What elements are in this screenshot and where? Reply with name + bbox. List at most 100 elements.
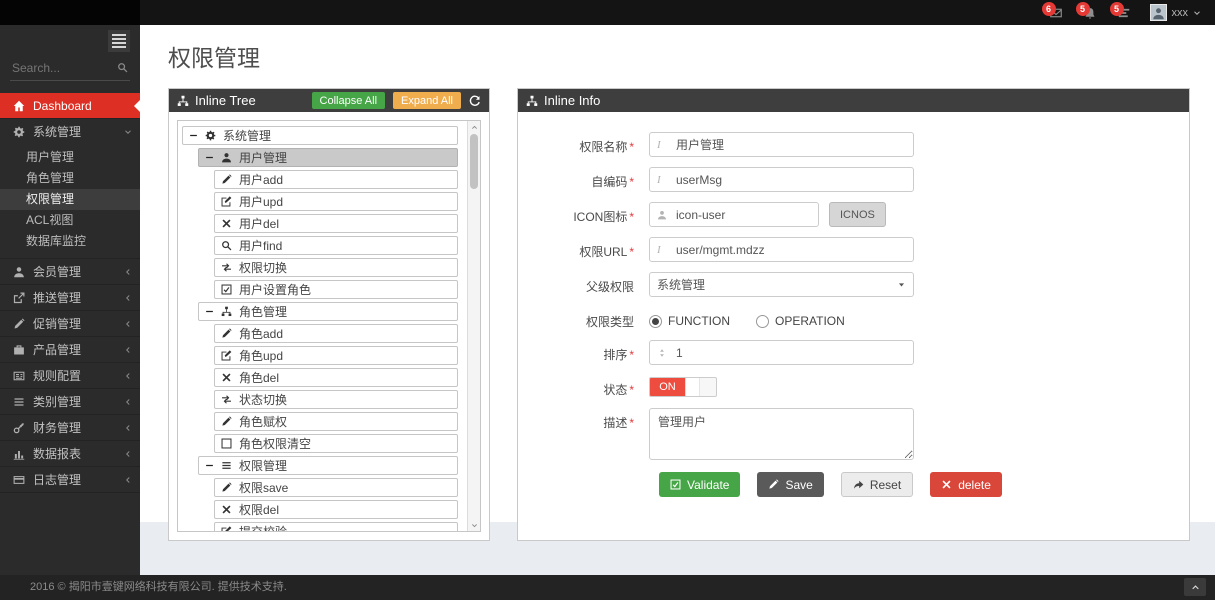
sidebar-item-system[interactable]: 系统管理 <box>0 119 140 144</box>
tree-node[interactable]: 角色del <box>214 368 458 387</box>
key-icon <box>11 422 27 434</box>
tree-node[interactable]: 用户upd <box>214 192 458 211</box>
tree-node[interactable]: 提交校验 <box>214 522 458 531</box>
sidebar-item-members[interactable]: 会员管理 <box>0 259 140 284</box>
tree-node-label: 权限del <box>239 503 280 517</box>
sidebar-item-label: 类别管理 <box>33 395 82 409</box>
sidebar-item-reports[interactable]: 数据报表 <box>0 441 140 466</box>
sidebar-item-categories[interactable]: 类别管理 <box>0 389 140 414</box>
sidebar-subitem[interactable]: 权限管理 <box>0 189 140 210</box>
radio-function[interactable]: FUNCTION <box>649 314 730 328</box>
tree-node[interactable]: 权限del <box>214 500 458 519</box>
panel-title: Inline Info <box>544 93 601 108</box>
sidebar-subitem[interactable]: 数据库监控 <box>26 234 87 248</box>
scrollbar-thumb[interactable] <box>470 134 478 189</box>
tree-node[interactable]: 用户find <box>214 236 458 255</box>
collapse-all-button[interactable]: Collapse All <box>311 92 386 109</box>
icon-input[interactable] <box>649 202 819 227</box>
chevron-left-icon <box>124 346 132 354</box>
sidebar-item-logs[interactable]: 日志管理 <box>0 467 140 492</box>
delete-button[interactable]: delete <box>930 472 1002 497</box>
form-row-code: 自编码 * I <box>526 167 1181 192</box>
chevron-left-icon <box>124 294 132 302</box>
sidebar-subitem[interactable]: ACL视图 <box>26 213 74 227</box>
tree-node-label: 用户add <box>239 173 284 187</box>
caret-down-icon <box>897 280 906 289</box>
sidebar-toggle-button[interactable] <box>108 30 130 52</box>
sidebar-item-label: 系统管理 <box>33 125 82 139</box>
scroll-to-top-button[interactable] <box>1184 578 1206 596</box>
sidebar-item-push[interactable]: 推送管理 <box>0 285 140 310</box>
reset-button[interactable]: Reset <box>840 472 914 497</box>
tree-node[interactable]: 系统管理 <box>182 126 458 145</box>
sidebar-item-rules[interactable]: 规则配置 <box>0 363 140 388</box>
tree-node[interactable]: 角色add <box>214 324 458 343</box>
user-icon <box>657 210 667 220</box>
tree-node[interactable]: 权限save <box>214 478 458 497</box>
name-label: 权限名称 * <box>579 140 634 154</box>
tree-node[interactable]: 权限管理 <box>198 456 458 475</box>
parent-select[interactable]: 系统管理 <box>649 272 914 297</box>
tasks-menu[interactable]: 5 <box>1109 1 1130 19</box>
footer-text: 2016 © 揭阳市壹键网络科技有限公司. 提供技术支持. <box>30 581 287 593</box>
sidebar-item-products[interactable]: 产品管理 <box>0 337 140 362</box>
messages-menu[interactable]: 6 <box>1041 1 1062 19</box>
chevron-left-icon <box>124 450 132 458</box>
tree-node[interactable]: 用户管理 <box>198 148 458 167</box>
check-square-icon <box>221 284 232 295</box>
edit-icon <box>221 350 232 361</box>
sidebar-item-label: 规则配置 <box>33 369 82 383</box>
sidebar-menu: Dashboard 系统管理用户管理角色管理权限管理 ACL视图数据库监控会员管理推… <box>0 93 140 493</box>
sort-label: 排序 * <box>603 348 634 362</box>
sidebar-item-finance[interactable]: 财务管理 <box>0 415 140 440</box>
user-icon <box>11 266 27 278</box>
icnos-button[interactable]: ICNOS <box>829 202 886 227</box>
expand-all-button[interactable]: Expand All <box>393 92 461 109</box>
tree-node[interactable]: 角色权限清空 <box>214 434 458 453</box>
validate-button[interactable]: Validate <box>659 472 741 497</box>
sort-input[interactable] <box>649 340 914 365</box>
sidebar-item-promotion[interactable]: 促销管理 <box>0 311 140 336</box>
check-square-icon <box>670 479 681 490</box>
status-toggle[interactable]: ON <box>649 376 717 397</box>
tree-node[interactable]: 状态切换 <box>214 390 458 409</box>
inline-info-panel: Inline Info 权限名称 * I <box>517 88 1190 541</box>
user-icon <box>1152 7 1165 20</box>
notifications-menu[interactable]: 5 <box>1075 1 1096 19</box>
sidebar-item-dashboard[interactable]: Dashboard <box>0 93 140 118</box>
sidebar-subitem[interactable]: 角色管理 <box>26 171 75 185</box>
sidebar-item-label: 推送管理 <box>33 291 82 305</box>
tree-node[interactable]: 角色upd <box>214 346 458 365</box>
radio-operation[interactable]: OPERATION <box>756 314 845 328</box>
tree-scrollbar[interactable] <box>467 121 480 531</box>
logo-area <box>0 0 140 25</box>
tree-node[interactable]: 用户add <box>214 170 458 189</box>
search-input[interactable] <box>10 57 130 80</box>
user-menu[interactable]: xxx <box>1149 4 1202 21</box>
name-input[interactable] <box>649 132 914 157</box>
tree-node[interactable]: 角色赋权 <box>214 412 458 431</box>
refresh-icon[interactable] <box>469 95 481 107</box>
sidebar-item-label: Dashboard <box>33 98 92 113</box>
x-icon <box>221 372 232 383</box>
italic-icon: I <box>657 173 661 186</box>
save-button[interactable]: Save <box>757 472 824 497</box>
minus-icon <box>189 131 198 140</box>
tree-node-label: 用户upd <box>239 195 284 209</box>
tree-node-label: 角色管理 <box>239 305 288 319</box>
code-input[interactable] <box>649 167 914 192</box>
form-row-name: 权限名称 * I <box>526 132 1181 157</box>
pencil-icon <box>11 317 27 330</box>
url-input[interactable] <box>649 237 914 262</box>
scroll-down-icon[interactable] <box>468 519 480 531</box>
search-icon[interactable] <box>117 62 128 73</box>
scroll-up-icon[interactable] <box>468 121 480 133</box>
tree-node[interactable]: 用户del <box>214 214 458 233</box>
desc-textarea[interactable]: 管理用户 <box>649 408 914 460</box>
tree-node[interactable]: 用户设置角色 <box>214 280 458 299</box>
parent-select-value: 系统管理 <box>657 278 706 292</box>
tree-node[interactable]: 角色管理 <box>198 302 458 321</box>
tree-node[interactable]: 权限切换 <box>214 258 458 277</box>
sidebar-subitem[interactable]: 用户管理 <box>26 150 75 164</box>
square-icon <box>221 438 232 449</box>
